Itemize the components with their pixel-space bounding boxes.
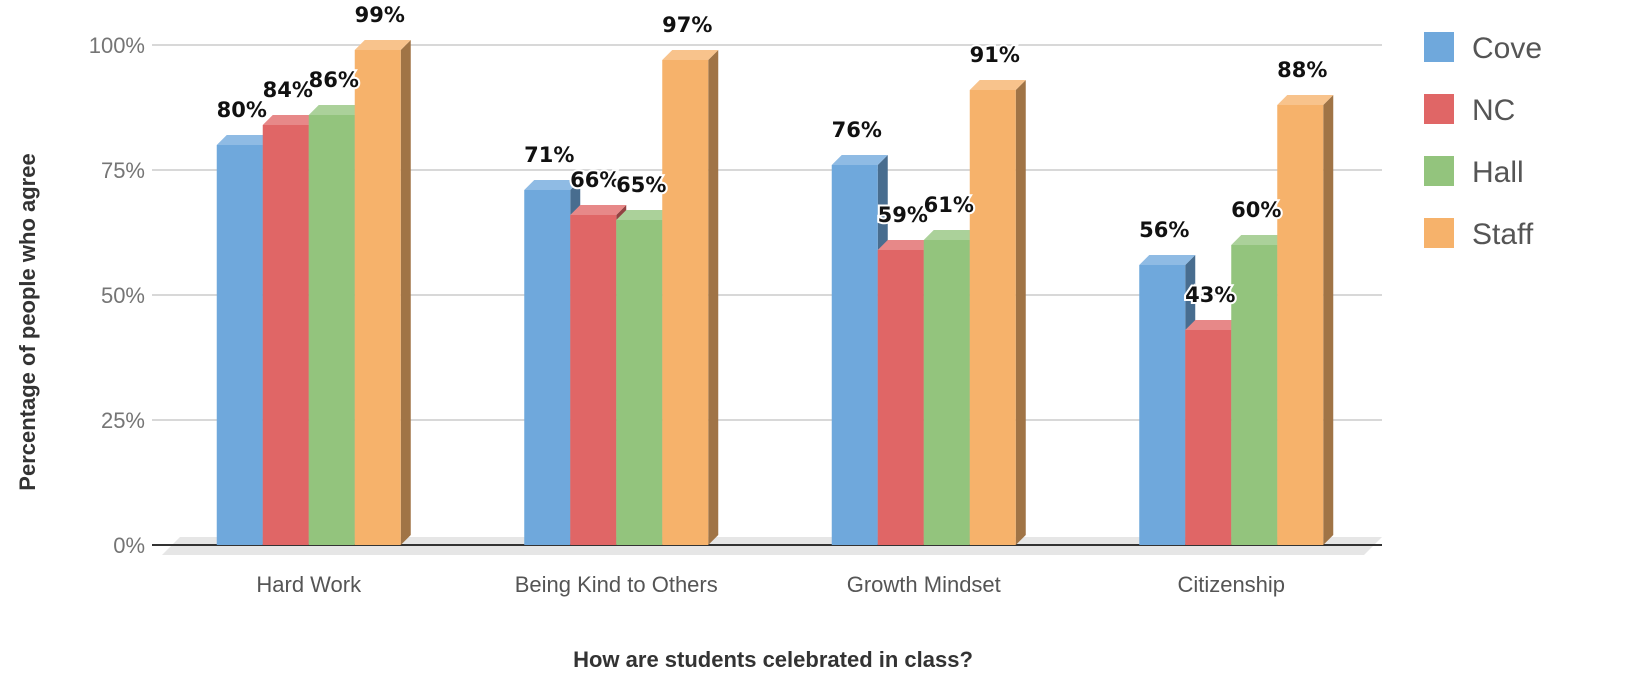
legend: Cove NC Hall Staff — [1424, 32, 1542, 251]
data-label: 71% — [524, 143, 574, 167]
y-axis-title: Percentage of people who agree — [15, 153, 40, 490]
legend-item: Hall — [1424, 156, 1524, 189]
legend-item: Cove — [1424, 32, 1542, 65]
y-tick-label: 25% — [101, 408, 145, 433]
bar-top — [1231, 235, 1288, 245]
bar-top — [216, 135, 273, 145]
bar-front — [570, 215, 617, 545]
data-label: 76% — [832, 118, 882, 142]
bar-top — [969, 80, 1026, 90]
bar-front — [216, 145, 263, 545]
bar-front — [616, 220, 663, 545]
x-axis-title: How are students celebrated in class? — [573, 647, 973, 672]
bar-front — [1139, 265, 1186, 545]
bar-top — [877, 240, 934, 250]
bar-side — [1015, 80, 1026, 545]
bar-top — [570, 205, 627, 215]
x-axis-categories: Hard Work Being Kind to Others Growth Mind… — [256, 572, 1285, 597]
legend-item: NC — [1424, 94, 1515, 127]
legend-swatch — [1424, 156, 1454, 186]
category-label: Growth Mindset — [847, 572, 1001, 597]
data-labels: 80%84%86% 99% 71%66%65% 97% 76% 59%61% 91% 56% 4… — [215, 1, 1330, 309]
bar-cove — [216, 135, 273, 545]
bar-top — [1277, 95, 1334, 105]
bar-top — [354, 40, 411, 50]
bar-top — [524, 180, 581, 190]
bar-front — [1185, 330, 1232, 545]
data-label: 80% — [217, 98, 267, 122]
bar-top — [1185, 320, 1242, 330]
data-label: 60% — [1231, 198, 1281, 222]
bar-staff — [662, 50, 719, 545]
bar-top — [308, 105, 365, 115]
legend-swatch — [1424, 218, 1454, 248]
bar-front — [831, 165, 878, 545]
legend-label: Staff — [1472, 218, 1534, 251]
y-tick-label: 50% — [101, 283, 145, 308]
bar-front — [524, 190, 571, 545]
category-label: Being Kind to Others — [515, 572, 718, 597]
data-label: 43% — [1185, 283, 1235, 307]
data-label: 86% — [309, 68, 359, 92]
bar-front — [308, 115, 355, 545]
legend-label: Hall — [1472, 156, 1524, 189]
category-label: Citizenship — [1177, 572, 1285, 597]
bar-front — [1231, 245, 1278, 545]
bar-front — [262, 125, 309, 545]
data-label: 91% — [970, 43, 1020, 67]
bar-front — [1277, 105, 1324, 545]
legend-label: Cove — [1472, 32, 1542, 65]
bar-side — [1323, 95, 1334, 545]
bar-top — [262, 115, 319, 125]
legend-item: Staff — [1424, 218, 1534, 251]
data-label: 56% — [1139, 218, 1189, 242]
data-label: 88% — [1277, 58, 1327, 82]
y-tick-label: 100% — [89, 33, 145, 58]
data-label: 99% — [355, 3, 405, 27]
data-label: 66% — [570, 168, 620, 192]
legend-swatch — [1424, 94, 1454, 124]
y-tick-label: 75% — [101, 158, 145, 183]
data-label: 65% — [616, 173, 666, 197]
bar-staff — [354, 40, 411, 545]
bar-top — [831, 155, 888, 165]
bar-front — [969, 90, 1016, 545]
y-axis-ticks: 0% 25% 50% 75% 100% — [89, 33, 145, 558]
data-label: 59% — [878, 203, 928, 227]
bar-front — [877, 250, 924, 545]
bar-staff — [1277, 95, 1334, 545]
bar-side — [708, 50, 719, 545]
legend-swatch — [1424, 32, 1454, 62]
data-label: 61% — [924, 193, 974, 217]
bar-front — [923, 240, 970, 545]
bar-staff — [969, 80, 1026, 545]
category-label: Hard Work — [256, 572, 362, 597]
bars — [216, 40, 1334, 545]
bar-front — [662, 60, 709, 545]
bar-side — [400, 40, 411, 545]
legend-label: NC — [1472, 94, 1515, 127]
bar-top — [662, 50, 719, 60]
bar-front — [354, 50, 401, 545]
bar-top — [616, 210, 673, 220]
bar-nc — [1185, 320, 1242, 545]
data-label: 84% — [263, 78, 313, 102]
data-label: 97% — [662, 13, 712, 37]
bar-top — [1139, 255, 1196, 265]
y-tick-label: 0% — [113, 533, 145, 558]
bar-top — [923, 230, 980, 240]
